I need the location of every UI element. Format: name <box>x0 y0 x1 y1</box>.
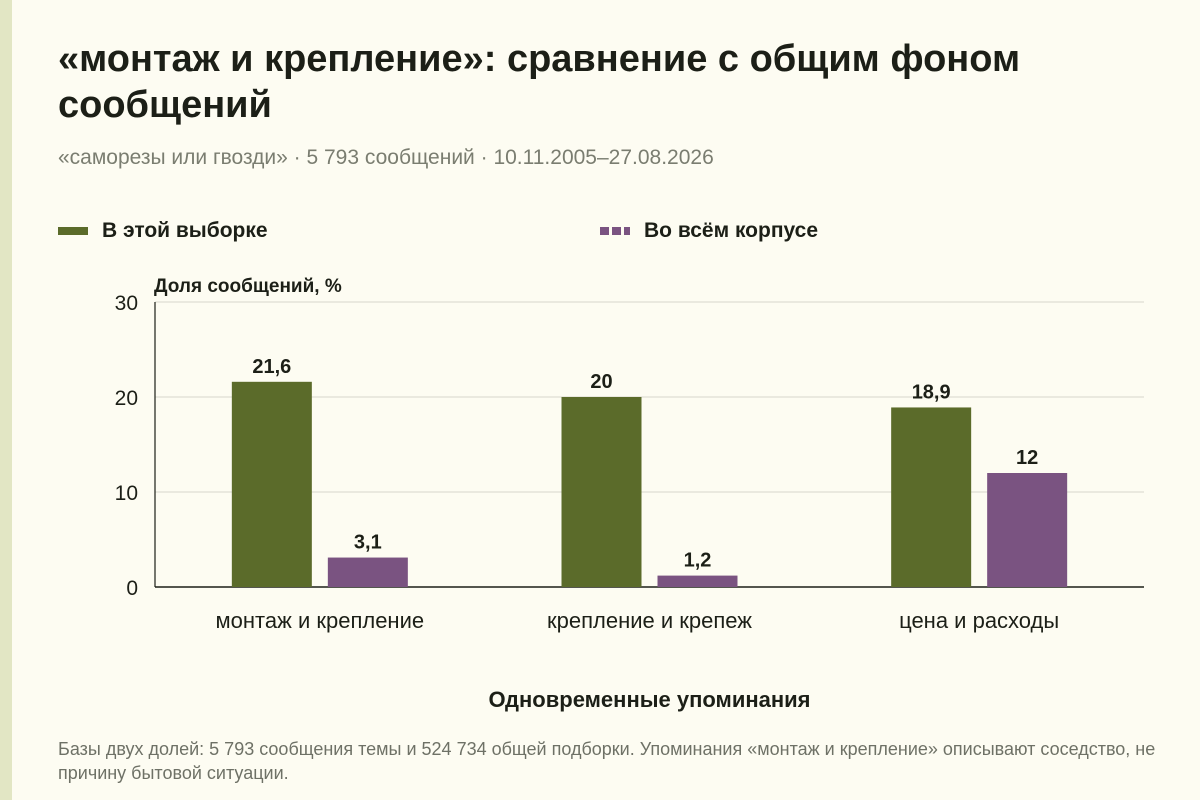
page-subtitle: «саморезы или гвозди» · 5 793 сообщений … <box>58 146 714 169</box>
data-label-sample: 20 <box>590 371 612 393</box>
bar-sample <box>891 407 972 587</box>
data-label-sample: 21,6 <box>252 356 291 378</box>
bar-corpus <box>987 473 1068 587</box>
x-tick-label: монтаж и крепление <box>216 608 425 633</box>
bar-corpus <box>657 575 738 587</box>
data-label-sample: 18,9 <box>912 381 951 403</box>
data-label-corpus: 1,2 <box>684 550 712 572</box>
data-label-corpus: 12 <box>1016 447 1038 469</box>
legend-item-sample: В этой выборке <box>58 219 268 243</box>
bar-sample <box>561 397 642 587</box>
bar-corpus <box>327 557 408 587</box>
page-title: «монтаж и крепление»: сравнение с общим … <box>58 38 1021 126</box>
left-accent-stripe <box>0 0 12 800</box>
x-axis-label: Одновременные упоминания <box>488 687 810 712</box>
legend-item-corpus: Во всём корпусе <box>600 219 818 243</box>
x-tick-label: крепление и крепеж <box>547 608 752 633</box>
y-tick-label: 20 <box>115 387 138 410</box>
legend-label-corpus: Во всём корпусе <box>644 219 819 242</box>
x-tick-label: цена и расходы <box>899 608 1059 633</box>
legend-swatch-sample <box>58 227 88 235</box>
y-axis-label: Доля сообщений, % <box>154 276 342 297</box>
data-label-corpus: 3,1 <box>354 532 382 554</box>
bar-sample <box>231 381 312 587</box>
y-tick-label: 30 <box>115 292 138 315</box>
y-tick-label: 10 <box>115 482 138 505</box>
y-tick-label: 0 <box>126 577 138 600</box>
legend-label-sample: В этой выборке <box>102 219 268 242</box>
legend-swatch-corpus <box>600 227 630 235</box>
footnote: Базы двух долей: 5 793 сообщения темы и … <box>58 739 1156 783</box>
